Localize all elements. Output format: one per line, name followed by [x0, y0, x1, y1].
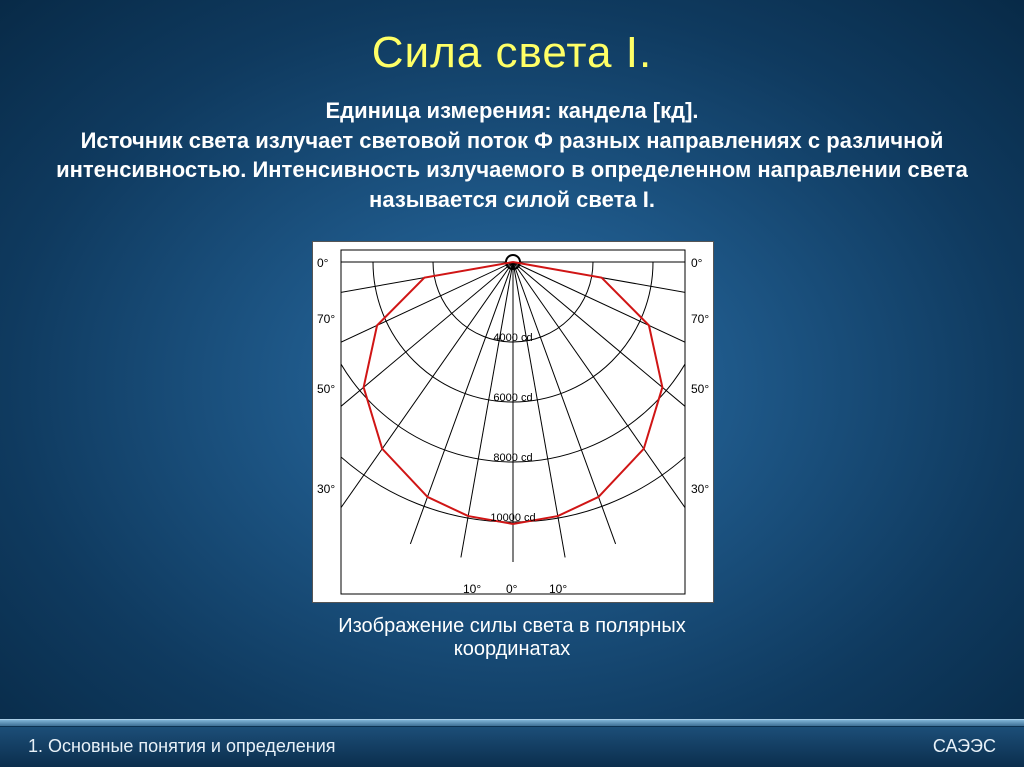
footer-org: САЭЭС: [933, 736, 996, 757]
figure-caption: Изображение силы света в полярных коорди…: [312, 615, 712, 661]
slide-title: Сила света I.: [0, 0, 1024, 78]
slide: Сила света I. Единица измерения: кандела…: [0, 0, 1024, 767]
footer-section-title: 1. Основные понятия и определения: [28, 736, 336, 757]
polar-svg: [313, 242, 713, 602]
footer-stripe: [0, 719, 1024, 727]
figure-container: 0°70°50°30°0°70°50°30°10°0°10°4000 cd600…: [312, 241, 712, 661]
footer: 1. Основные понятия и определения САЭЭС: [0, 711, 1024, 767]
slide-body: Единица измерения: кандела [кд].Источник…: [32, 96, 992, 215]
polar-diagram: 0°70°50°30°0°70°50°30°10°0°10°4000 cd600…: [312, 241, 714, 603]
